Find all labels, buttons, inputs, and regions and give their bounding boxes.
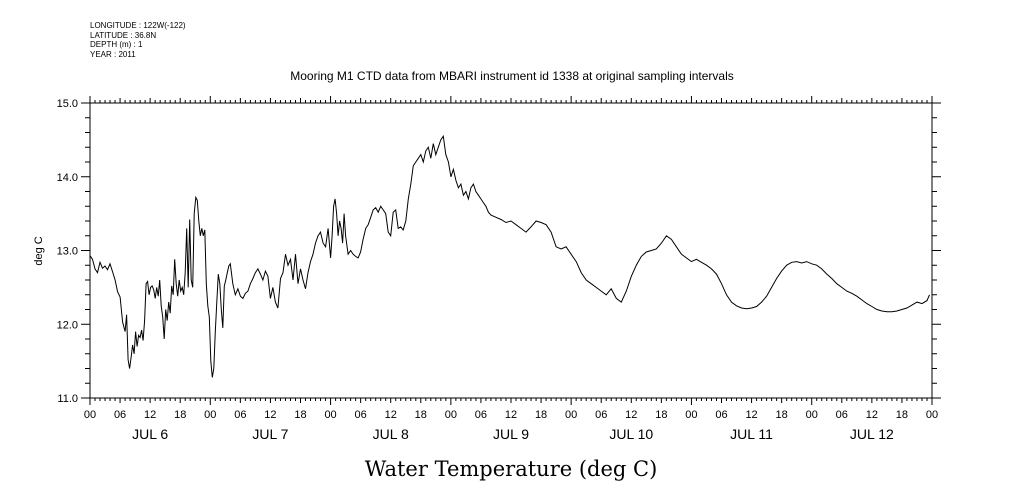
- x-tick-label: 12: [505, 409, 517, 421]
- x-tick-label: 18: [415, 409, 427, 421]
- x-tick-label: 06: [715, 409, 727, 421]
- x-day-label: JUL 12: [850, 426, 894, 442]
- y-tick-label: 14.0: [57, 172, 78, 184]
- x-tick-label: 00: [565, 409, 577, 421]
- x-tick-label: 12: [264, 409, 276, 421]
- x-tick-label: 12: [625, 409, 637, 421]
- x-day-label: JUL 11: [730, 426, 773, 442]
- x-tick-label: 00: [926, 409, 938, 421]
- x-tick-label: 00: [685, 409, 697, 421]
- y-axis-label: deg C: [33, 236, 45, 265]
- x-tick-label: 12: [745, 409, 757, 421]
- x-tick-label: 06: [114, 409, 126, 421]
- plot-frame: [89, 102, 933, 399]
- x-tick-label: 00: [204, 409, 216, 421]
- x-day-label: JUL 7: [252, 426, 288, 442]
- x-tick-label: 18: [294, 409, 306, 421]
- x-axis-title: Water Temperature (deg C): [365, 457, 658, 481]
- x-tick-label: 06: [234, 409, 246, 421]
- y-tick-label: 15.0: [57, 98, 78, 110]
- y-tick-label: 11.0: [57, 393, 78, 405]
- series-line: [89, 134, 930, 378]
- y-tick-label: 13.0: [57, 246, 78, 258]
- x-tick-label: 06: [836, 409, 848, 421]
- depth-label: DEPTH (m) : 1: [90, 40, 143, 50]
- x-tick-label: 06: [475, 409, 487, 421]
- axis-tick-labels: 00 06 12 18 00 06 12 18 00 06 12 18 00 06 12 18 00 06 12 18…: [57, 98, 939, 442]
- x-day-label: JUL 9: [493, 426, 529, 442]
- y-tick-label: 12.0: [57, 319, 78, 331]
- x-tick-label: 06: [595, 409, 607, 421]
- x-tick-label: 12: [866, 409, 878, 421]
- axis-ticks: [81, 96, 941, 405]
- x-day-label: JUL 8: [373, 426, 409, 442]
- chart-title: Mooring M1 CTD data from MBARI instrumen…: [290, 69, 734, 83]
- longitude-label: LONGITUDE : 122W(-122): [90, 21, 186, 30]
- x-tick-label: 00: [324, 409, 336, 421]
- x-tick-label: 00: [445, 409, 457, 421]
- x-tick-label: 18: [535, 409, 547, 421]
- x-tick-label: 06: [355, 409, 367, 421]
- x-day-label: JUL 10: [609, 426, 653, 442]
- x-day-label: JUL 6: [132, 426, 168, 442]
- x-tick-label: 00: [84, 409, 96, 421]
- x-tick-label: 12: [144, 409, 156, 421]
- x-tick-label: 18: [776, 409, 788, 421]
- x-tick-label: 18: [655, 409, 667, 421]
- latitude-label: LATITUDE : 36.8N: [90, 30, 157, 40]
- year-label: YEAR : 2011: [90, 49, 136, 59]
- x-tick-label: 18: [896, 409, 908, 421]
- x-tick-label: 00: [806, 409, 818, 421]
- x-tick-label: 12: [385, 409, 397, 421]
- x-tick-label: 18: [174, 409, 186, 421]
- mooring-metadata: LONGITUDE : 122W(-122) LATITUDE : 36.8N …: [90, 21, 186, 59]
